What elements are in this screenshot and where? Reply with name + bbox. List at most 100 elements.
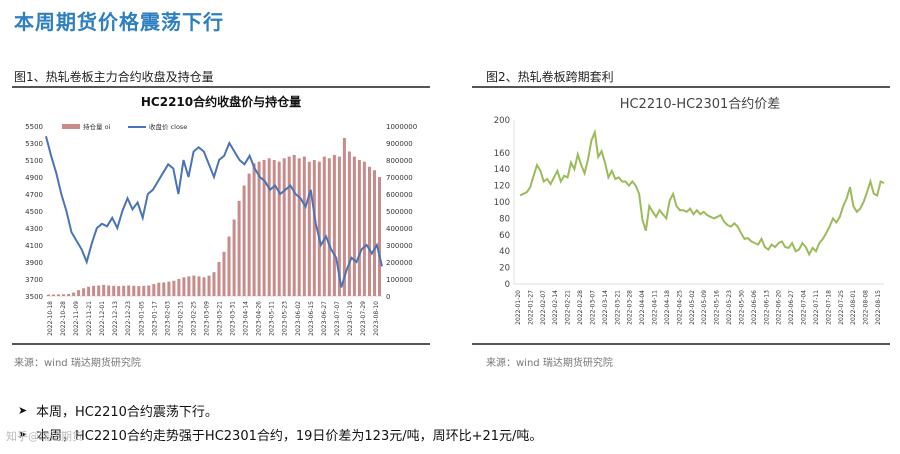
oi-bar (152, 284, 156, 296)
oi-bar (197, 276, 201, 296)
y-tick-label: 0 (505, 280, 510, 290)
x-tick-label: 2022-01-20 (515, 290, 522, 325)
y-left-tick-label: 3900 (25, 259, 43, 267)
x-tick-label: 2022-11-21 (86, 301, 93, 336)
x-tick-label: 2023-07-07 (334, 301, 341, 336)
oi-bar (192, 275, 196, 296)
oi-bar (117, 286, 121, 296)
oi-bar (257, 161, 261, 296)
bullet-text: 本周，HC2210合约走势强于HC2301合约，19日价差为123元/吨，周环比… (36, 428, 543, 444)
oi-bar (342, 137, 346, 296)
x-tick-label: 2022-08-08 (863, 290, 870, 325)
x-tick-label: 2022-07-11 (813, 290, 820, 325)
oi-bar (202, 277, 206, 296)
y-tick-label: 40 (499, 247, 510, 257)
oi-bar (157, 282, 161, 296)
x-tick-label: 2023-03-31 (230, 301, 237, 336)
figure-2-top-rule (472, 86, 890, 88)
y-left-tick-label: 3500 (25, 293, 43, 301)
oi-bar (57, 294, 60, 296)
oi-bar (232, 219, 236, 296)
x-tick-label: 2023-04-26 (256, 301, 263, 336)
oi-bar (373, 170, 376, 296)
x-tick-label: 2022-03-28 (627, 290, 634, 325)
x-tick-label: 2022-04-04 (639, 290, 646, 325)
x-tick-label: 2022-03-14 (602, 290, 609, 325)
oi-bar (302, 156, 306, 296)
y-tick-label: 80 (499, 214, 510, 224)
oi-bar (207, 275, 211, 296)
x-tick-label: 2023-07-29 (360, 301, 367, 336)
oi-bar (262, 160, 266, 296)
x-tick-label: 2023-05-11 (269, 301, 276, 336)
oi-bar (337, 156, 341, 296)
oi-bar (222, 251, 226, 296)
oi-bar (182, 277, 186, 296)
chart-2-svg: HC2210-HC2301合约价差 0 20 40 60 80 100 120 140 160 20… (494, 97, 885, 325)
oi-bar (162, 282, 166, 296)
x-tick-label: 2022-12-01 (99, 301, 106, 336)
x-tick-label: 2023-06-02 (295, 301, 302, 336)
bullet-item: ➤ 本周，HC2210合约走势强于HC2301合约，19日价差为123元/吨，周… (18, 422, 542, 446)
y-left-tick-label: 5500 (25, 123, 43, 131)
oi-bar (322, 156, 326, 296)
chart-2-title: HC2210-HC2301合约价差 (620, 97, 781, 112)
x-tick-label: 2023-03-09 (204, 301, 211, 336)
y-left-tick-label: 4900 (25, 174, 43, 182)
oi-bar (172, 280, 176, 296)
x-tick-label: 2022-12-13 (112, 301, 119, 336)
x-tick-label: 2023-04-14 (243, 301, 250, 336)
x-tick-label: 2022-10-28 (60, 301, 67, 336)
x-tick-label: 2023-06-27 (321, 301, 328, 336)
oi-bar (142, 285, 146, 296)
oi-bar (287, 156, 291, 296)
oi-bar (317, 161, 321, 296)
chart-1-panel: HC2210合约收盘价与持仓量 3500 3700 3900 4100 4300 4500 4… (12, 88, 430, 340)
oi-bar (282, 158, 286, 296)
close-price-line (45, 135, 383, 288)
y-right-tick-label: 100000 (386, 276, 413, 284)
y-right-tick-label: 300000 (386, 242, 413, 250)
figure-1-top-rule (12, 86, 430, 88)
x-tick-label: 2022-05-02 (689, 290, 696, 325)
y-right-tick-label: 400000 (386, 225, 413, 233)
x-tick-label: 2022-04-25 (676, 290, 683, 325)
x-tick-label: 2022-04-11 (652, 290, 659, 325)
x-tick-label: 2022-06-27 (788, 290, 795, 325)
y-right-tick-label: 1000000 (386, 123, 417, 131)
y-right-tick-label: 600000 (386, 191, 413, 199)
oi-bar (187, 276, 191, 296)
legend-swatch-oi (62, 124, 80, 129)
y-right-tick-label: 700000 (386, 174, 413, 182)
oi-bar (97, 285, 101, 296)
oi-bar (67, 294, 71, 296)
legend-label-oi: 持仓量 oi (83, 122, 111, 131)
oi-bar (47, 294, 50, 296)
oi-bar (357, 160, 361, 296)
x-tick-label: 2022-07-04 (801, 290, 808, 325)
y-right-tick-label: 900000 (386, 140, 413, 148)
oi-bar (87, 286, 91, 296)
y-right-tick-label: 0 (386, 293, 390, 301)
x-tick-label: 2023-07-19 (347, 301, 354, 336)
x-tick-label: 2022-02-21 (565, 290, 572, 325)
oi-bar (212, 272, 216, 296)
oi-bar (82, 288, 86, 296)
x-tick-label: 2022-02-14 (552, 290, 559, 325)
bullet-text: 本周，HC2210合约震荡下行。 (36, 404, 218, 420)
x-tick-label: 2022-05-23 (726, 290, 733, 325)
oi-bar (272, 160, 276, 296)
oi-bar (368, 166, 371, 296)
y-left-tick-label: 4700 (25, 191, 43, 199)
oi-bar (237, 200, 241, 296)
y-right-tick-label: 500000 (386, 208, 413, 216)
oi-bar (102, 284, 106, 296)
chart-1-svg: HC2210合约收盘价与持仓量 3500 3700 3900 4100 4300 4500 4… (25, 94, 417, 336)
x-tick-label: 2023-08-10 (373, 301, 380, 336)
oi-bar (247, 173, 251, 296)
y-right-tick-label: 800000 (386, 157, 413, 165)
x-tick-label: 2022-06-06 (751, 290, 758, 325)
y-left-tick-label: 3700 (25, 276, 43, 284)
oi-bar (132, 285, 136, 296)
oi-bar (352, 156, 356, 296)
